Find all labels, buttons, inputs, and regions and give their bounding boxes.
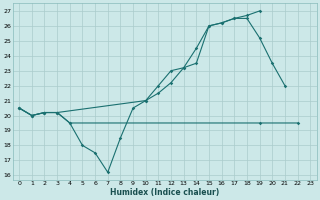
X-axis label: Humidex (Indice chaleur): Humidex (Indice chaleur) bbox=[110, 188, 219, 197]
